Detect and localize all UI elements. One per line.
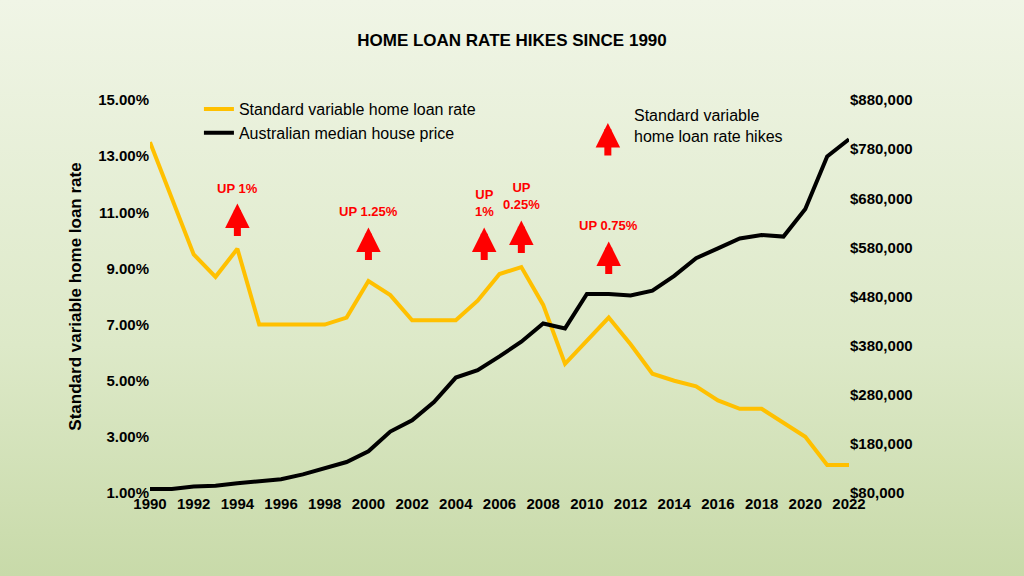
- svg-text:3.00%: 3.00%: [106, 428, 149, 445]
- svg-text:1996: 1996: [264, 495, 297, 512]
- svg-text:$580,000: $580,000: [850, 239, 913, 256]
- svg-text:$280,000: $280,000: [850, 386, 913, 403]
- svg-text:15.00%: 15.00%: [98, 91, 149, 108]
- svg-text:UP 1.25%: UP 1.25%: [339, 204, 398, 219]
- svg-text:13.00%: 13.00%: [98, 147, 149, 164]
- svg-text:2016: 2016: [701, 495, 734, 512]
- svg-text:1.00%: 1.00%: [106, 484, 149, 501]
- svg-text:1998: 1998: [308, 495, 341, 512]
- svg-text:$180,000: $180,000: [850, 435, 913, 452]
- svg-text:$680,000: $680,000: [850, 190, 913, 207]
- svg-text:Standard variable home loan ra: Standard variable home loan rate: [239, 101, 476, 118]
- svg-text:2004: 2004: [439, 495, 473, 512]
- svg-text:UP 0.75%: UP 0.75%: [579, 218, 638, 233]
- svg-text:$480,000: $480,000: [850, 288, 913, 305]
- svg-text:$880,000: $880,000: [850, 91, 913, 108]
- svg-text:UP1%: UP1%: [475, 187, 494, 219]
- svg-text:1990: 1990: [133, 495, 166, 512]
- svg-text:7.00%: 7.00%: [106, 316, 149, 333]
- svg-text:$380,000: $380,000: [850, 337, 913, 354]
- svg-text:$80,000: $80,000: [850, 484, 904, 501]
- svg-text:Standard variablehome loan rat: Standard variablehome loan rate hikes: [634, 107, 783, 145]
- svg-text:2022: 2022: [832, 495, 865, 512]
- svg-text:9.00%: 9.00%: [106, 260, 149, 277]
- svg-text:2002: 2002: [395, 495, 428, 512]
- svg-text:2012: 2012: [614, 495, 647, 512]
- svg-text:2014: 2014: [658, 495, 692, 512]
- svg-text:2000: 2000: [352, 495, 385, 512]
- svg-text:1992: 1992: [177, 495, 210, 512]
- svg-text:2008: 2008: [527, 495, 560, 512]
- svg-text:5.00%: 5.00%: [106, 372, 149, 389]
- svg-text:Standard variable home loan ra: Standard variable home loan rate: [66, 162, 85, 430]
- svg-text:2006: 2006: [483, 495, 516, 512]
- svg-text:HOME LOAN RATE HIKES SINCE 199: HOME LOAN RATE HIKES SINCE 1990: [357, 31, 667, 50]
- svg-text:2010: 2010: [570, 495, 603, 512]
- svg-text:1994: 1994: [221, 495, 255, 512]
- svg-text:2020: 2020: [789, 495, 822, 512]
- svg-text:2018: 2018: [745, 495, 778, 512]
- svg-text:Australian median house price: Australian median house price: [239, 125, 454, 142]
- svg-text:11.00%: 11.00%: [99, 204, 149, 221]
- svg-text:UP 1%: UP 1%: [217, 181, 258, 196]
- svg-text:$780,000: $780,000: [850, 140, 913, 157]
- svg-text:UP0.25%: UP0.25%: [503, 180, 540, 212]
